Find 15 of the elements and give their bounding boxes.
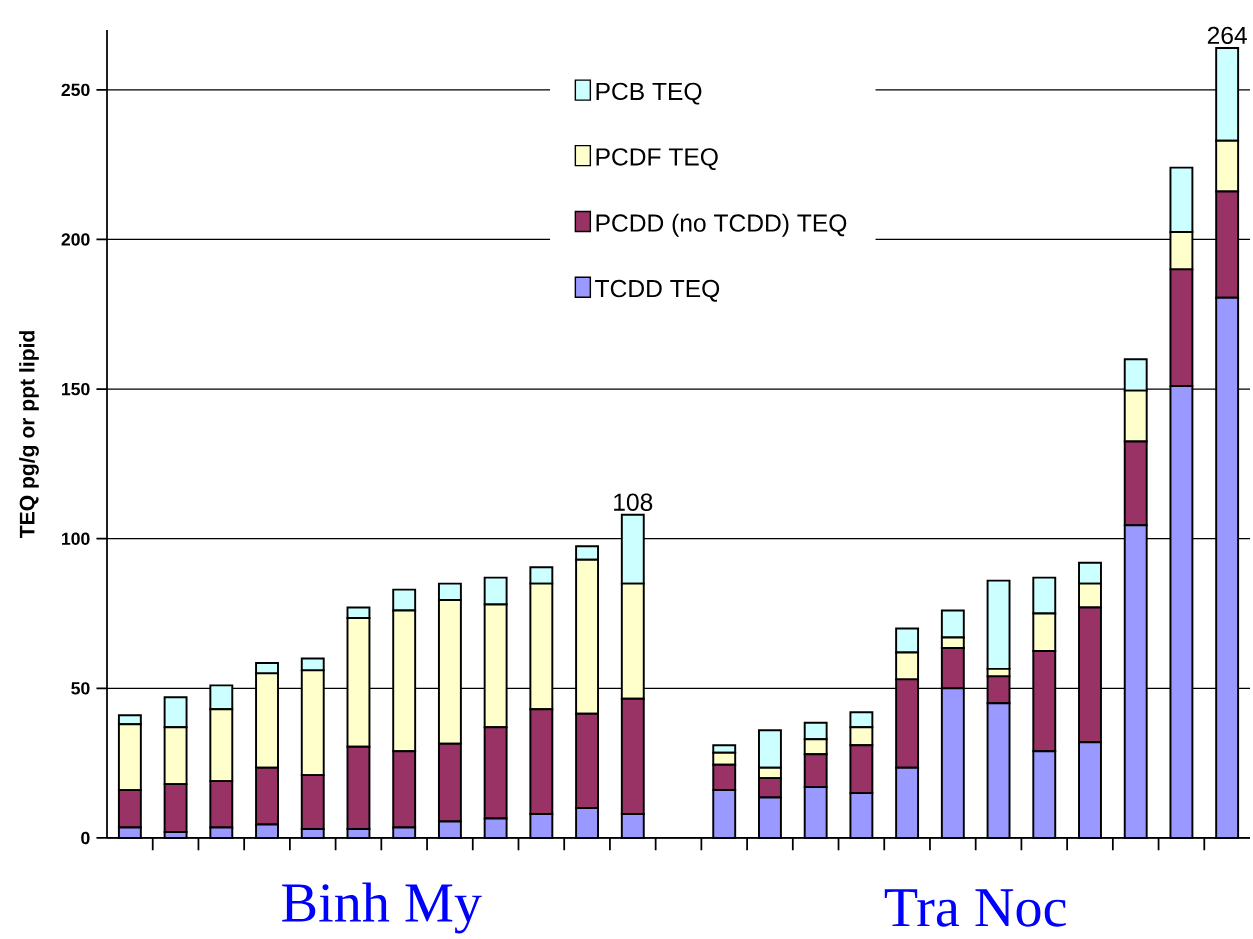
y-axis-title: TEQ pg/g or ppt lipid <box>19 330 39 538</box>
legend-label: PCB TEQ <box>596 82 702 105</box>
y-tick-label: 0 <box>81 831 90 844</box>
text: Binh My <box>282 882 482 934</box>
text: Tra Noc <box>884 889 1066 927</box>
legend-label: PCDD (no TCDD) TEQ <box>596 213 847 237</box>
total-label: 264 <box>1207 26 1247 44</box>
y-tick-label: 50 <box>71 681 90 695</box>
total-label: 108 <box>614 493 653 511</box>
y-tick-label: 100 <box>62 532 90 545</box>
y-tick-label: 200 <box>61 233 90 246</box>
y-tick-label: 150 <box>62 382 90 396</box>
y-tick-label: 250 <box>61 83 90 96</box>
legend-label: TCDD TEQ <box>595 279 720 302</box>
legend-label: PCDF TEQ <box>596 147 718 170</box>
